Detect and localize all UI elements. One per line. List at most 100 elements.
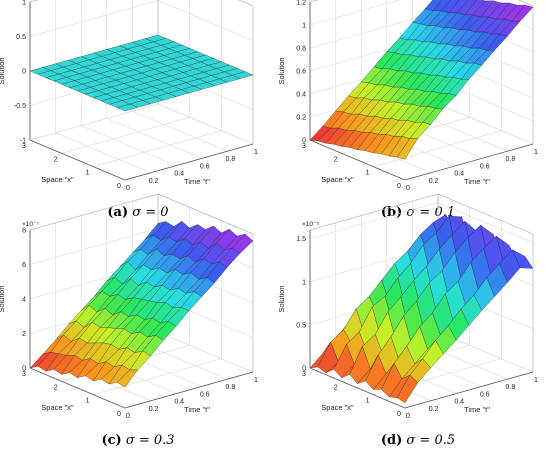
x-tick-label: 0.6	[200, 163, 210, 170]
z-tick-label: 0.5	[16, 34, 26, 41]
box-edge	[29, 193, 159, 231]
z-tick-label: 0	[302, 366, 306, 373]
y-tick-label: 3	[302, 143, 306, 150]
x-tick-label: 1	[254, 149, 258, 156]
y-tick-label: 2	[334, 384, 338, 391]
z-tick-label: 8	[22, 228, 26, 235]
x-tick-label: 0.2	[429, 406, 439, 413]
y-axis-label: Space "x"	[41, 403, 74, 412]
floor-gridline	[55, 132, 151, 174]
z-exponent-label: ×10⁻⁷	[22, 221, 39, 228]
caption-equation: σ = 0.3	[122, 433, 175, 448]
caption-equation: σ = 0	[128, 205, 168, 220]
panel-caption: (a) σ = 0	[107, 205, 168, 220]
surface-patch	[396, 138, 419, 160]
z-tick-label: 0.5	[296, 322, 306, 329]
caption-text: (c) σ = 0.3	[101, 433, 174, 448]
y-axis-label: Space "x"	[321, 403, 354, 412]
z-tick-label: -1	[20, 138, 26, 145]
x-tick-label: 0	[126, 413, 130, 420]
surface-patch	[116, 369, 139, 388]
axis-line	[309, 367, 406, 409]
axis-labels: Time "t" Space "x" Solution	[277, 57, 490, 186]
y-tick-label: 1	[85, 398, 89, 405]
z-axis-label: Solution	[0, 57, 6, 84]
caption-equation: σ = 0.5	[402, 433, 455, 448]
surface-patch	[396, 374, 419, 404]
y-tick-label: 2	[54, 156, 58, 163]
x-tick-label: 0.6	[200, 391, 210, 398]
z-tick-label: 0.2	[296, 115, 306, 122]
panel-caption: (d) σ = 0.5	[381, 433, 455, 448]
x-tick-label: 1	[254, 377, 258, 384]
z-tick-label: 2	[22, 331, 26, 338]
axis-labels: Time "t" Space "x" Solution	[0, 57, 210, 186]
x-tick-label: 0	[126, 185, 130, 192]
z-tick-label: 1.5	[296, 236, 306, 243]
x-tick-label: 0	[406, 185, 410, 192]
axis-line	[29, 139, 126, 181]
z-tick-label: 0	[22, 69, 26, 76]
surface-plot-1: 0 0.2 0.4 0.6 0.8 1 0 1 2 3-1 -0.5 0 0.5 1 Time "t" Spa…	[0, 0, 258, 220]
y-tick-label: 0	[397, 183, 401, 190]
z-tick-label: 1.2	[296, 0, 306, 7]
z-tick-label: 0.8	[296, 46, 306, 53]
x-tick-label: 0.8	[226, 156, 236, 163]
z-tick-label: 0	[22, 366, 26, 373]
caption-label: (c)	[101, 433, 121, 448]
box-edge	[157, 193, 254, 235]
z-tick-label: 0	[302, 138, 306, 145]
floor-gridline	[106, 118, 202, 159]
x-tick-label: 0.2	[429, 178, 439, 185]
x-tick-label: 0.8	[226, 384, 236, 391]
x-tick-label: 0.4	[454, 399, 464, 406]
x-tick-label: 0.4	[174, 171, 184, 178]
x-tick-label: 0	[406, 413, 410, 420]
box-edge	[309, 0, 319, 3]
y-tick-label: 3	[302, 371, 306, 378]
axis-line	[309, 139, 406, 181]
caption-label: (a)	[107, 205, 128, 220]
axis-line	[124, 371, 254, 409]
y-tick-label: 3	[22, 143, 26, 150]
axis-line	[404, 371, 534, 409]
axis-labels: Time "t" Space "x" Solution	[0, 285, 210, 414]
y-tick-label: 3	[22, 371, 26, 378]
axis-line	[124, 143, 254, 181]
x-tick-label: 0.8	[506, 156, 516, 163]
z-axis-label: Solution	[0, 285, 6, 312]
y-tick-label: 1	[365, 170, 369, 177]
x-tick-label: 1	[534, 149, 538, 156]
x-tick-label: 0.4	[174, 399, 184, 406]
axis-line	[29, 367, 126, 409]
z-tick-label: 6	[22, 262, 26, 269]
x-tick-label: 0.6	[480, 163, 490, 170]
surface-mesh	[309, 0, 534, 160]
z-tick-label: 0.6	[296, 69, 306, 76]
box-edge	[29, 0, 39, 3]
floor-gridline	[93, 358, 222, 395]
y-tick-label: 2	[334, 156, 338, 163]
z-tick-label: 1	[22, 0, 26, 7]
axis-labels: Time "t" Space "x" Solution	[277, 285, 490, 414]
box-edge	[437, 193, 534, 235]
z-tick-label: 4	[22, 297, 26, 304]
surface-mesh	[29, 34, 254, 112]
y-tick-label: 1	[85, 170, 89, 177]
surface-mesh	[29, 220, 254, 388]
y-tick-label: 0	[117, 183, 121, 190]
x-axis-label: Time "t"	[184, 405, 210, 414]
z-tick-label: -0.5	[14, 103, 26, 110]
floor-gridline	[81, 125, 177, 166]
caption-label: (d)	[381, 433, 402, 448]
box-edge	[237, 0, 254, 7]
y-tick-label: 0	[397, 411, 401, 418]
x-tick-label: 0.6	[480, 391, 490, 398]
floor-gridline	[61, 117, 190, 154]
tick-labels: 0 0.2 0.4 0.6 0.8 1 0 1 2 3-1 -0.5 0 0.5 1	[14, 0, 258, 192]
axis-line	[404, 143, 534, 181]
